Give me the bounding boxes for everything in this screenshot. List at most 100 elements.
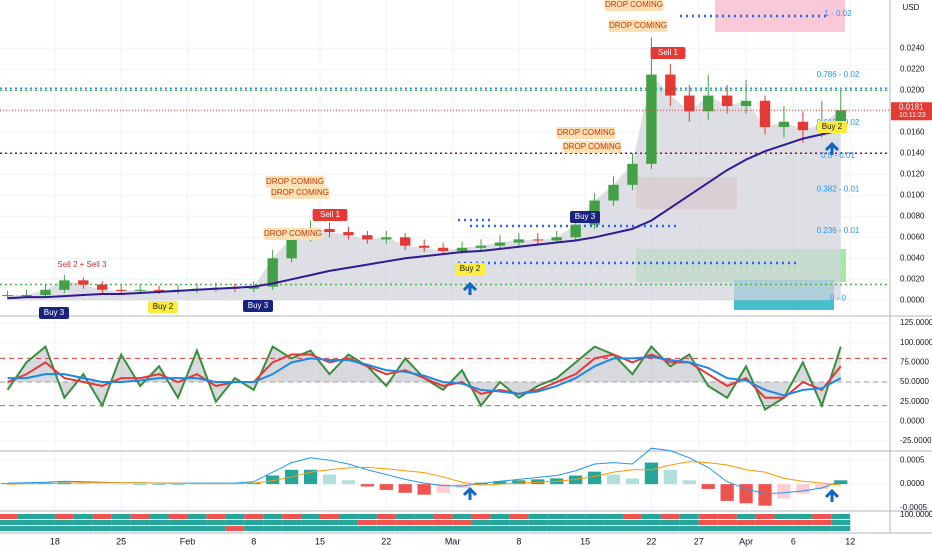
annotation: DROP COMING (266, 177, 324, 186)
state-cell (793, 520, 813, 525)
annotation-box (608, 20, 668, 32)
state-cell (376, 520, 396, 525)
histogram-bar (720, 484, 734, 501)
histogram-bar (436, 484, 450, 493)
state-cell (149, 526, 169, 531)
candle-body (608, 184, 619, 201)
state-cell (679, 514, 699, 519)
state-cell (0, 520, 18, 525)
state-cell (149, 514, 169, 519)
state-cell (623, 526, 642, 531)
y-tick-label: -25.0000 (900, 436, 932, 445)
y-tick-label: 0.0080 (900, 211, 925, 220)
fib-label: 0.236 - 0.01 (817, 226, 860, 235)
state-cell (168, 514, 188, 519)
state-cell (206, 526, 226, 531)
x-tick-label: 27 (694, 536, 704, 546)
state-cell (433, 520, 453, 525)
state-cell (793, 526, 813, 531)
annotation-box (270, 187, 330, 199)
state-cell (660, 520, 680, 525)
candle-body (494, 242, 506, 246)
annotation: Sell 1 (658, 48, 679, 57)
state-cell (149, 520, 169, 525)
candle-body (721, 95, 733, 107)
state-cell (206, 514, 226, 519)
x-tick-label: 8 (516, 536, 521, 546)
candle-body (97, 284, 108, 290)
histogram-bar (777, 484, 791, 499)
annotation: Buy 3 (575, 212, 596, 221)
arrow (824, 488, 840, 502)
candle-body (115, 289, 127, 291)
y-tick-label: 25.0000 (900, 397, 929, 406)
state-cell (471, 526, 491, 531)
histogram-bar (114, 484, 128, 485)
zone-box (715, 0, 845, 32)
state-cell (755, 514, 775, 519)
candle-body (437, 247, 449, 251)
state-cell (717, 520, 737, 525)
histogram-bar (796, 484, 810, 494)
state-cell (566, 526, 586, 531)
histogram-bar (133, 484, 147, 485)
annotation: DROP COMING (563, 142, 621, 151)
candle-body (475, 245, 487, 248)
annotation: Buy 3 (248, 301, 269, 310)
state-cell (509, 514, 529, 519)
histogram-bar (322, 474, 337, 485)
histogram-bar (266, 475, 280, 485)
candle-body (835, 110, 846, 124)
histogram-bar (758, 484, 772, 506)
x-tick-label: 18 (50, 536, 60, 546)
state-cell (357, 520, 377, 525)
state-cell (604, 526, 623, 531)
histogram-bar (493, 481, 507, 485)
y-tick-label: 50.0000 (900, 377, 929, 386)
state-cell (471, 520, 491, 525)
state-cell (130, 520, 150, 525)
state-cell (528, 520, 548, 525)
price-area (7, 74, 841, 301)
y-tick-label: 0.0040 (900, 253, 925, 262)
moving-average (7, 129, 841, 300)
histogram-bar (171, 484, 185, 485)
state-cell (395, 526, 415, 531)
state-cell (244, 526, 264, 531)
candle-body (797, 121, 809, 131)
annotation: DROP COMING (271, 188, 329, 197)
fib-label: 0.5 - 0.01 (821, 151, 855, 160)
state-cell (528, 514, 548, 519)
annotation: Sell 1 (320, 210, 341, 219)
candle-body (21, 295, 32, 297)
arrow (462, 486, 478, 500)
state-cell (679, 520, 699, 525)
x-tick-label: 22 (646, 536, 656, 546)
state-cell (641, 514, 661, 519)
y-tick-label: 0.0220 (900, 64, 925, 73)
y-tick-label: 0.0000 (900, 295, 925, 304)
osc-line (7, 353, 842, 399)
state-cell (111, 520, 131, 525)
candle-body (759, 100, 771, 128)
arrow (462, 281, 478, 295)
annotation-box (556, 127, 616, 139)
candle-body (40, 289, 51, 296)
state-cell (320, 526, 339, 531)
state-cell (225, 520, 245, 525)
state-cell (338, 526, 358, 531)
candle-body (362, 235, 373, 240)
state-cell (187, 526, 207, 531)
state-cell (509, 520, 529, 525)
x-tick-label: 25 (116, 536, 126, 546)
annotation-box (604, 0, 664, 11)
candle-body (570, 224, 581, 238)
annotation-box (265, 176, 325, 188)
state-cell (54, 514, 74, 519)
histogram-bar (398, 484, 412, 493)
candle-body (343, 232, 354, 236)
state-cell (660, 526, 680, 531)
last-price-box (891, 102, 932, 121)
state-cell (585, 514, 605, 519)
state-cell (452, 520, 472, 525)
